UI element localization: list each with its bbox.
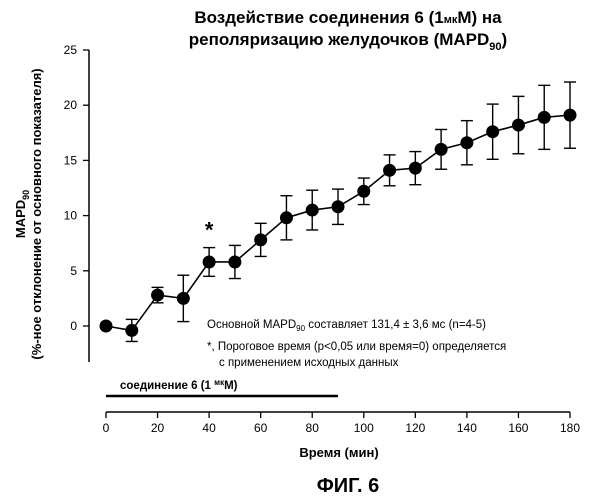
y-tick-label: 15 xyxy=(64,153,78,167)
data-point xyxy=(306,204,319,217)
annotation-line1-prefix: Основной MAPD xyxy=(207,319,296,331)
data-point xyxy=(460,136,473,149)
annotation-line2: *, Пороговое время (p<0,05 или время=0) … xyxy=(207,341,506,353)
significance-asterisk: * xyxy=(205,218,214,243)
data-point xyxy=(280,211,293,224)
y-axis-title-line2: (%-ное отклонение от основного показател… xyxy=(29,68,44,359)
data-point xyxy=(383,164,396,177)
y-tick-label: 0 xyxy=(70,319,77,333)
treatment-label-suffix: M) xyxy=(224,380,238,392)
data-point xyxy=(100,320,113,333)
x-tick-label: 80 xyxy=(306,421,320,435)
data-point xyxy=(564,109,577,122)
data-point xyxy=(254,233,267,246)
data-point xyxy=(125,324,138,337)
x-tick-label: 100 xyxy=(354,421,374,435)
annotation-line1-suffix: составляет 131,4 ± 3,6 мс (n=4-5) xyxy=(305,319,486,331)
data-point xyxy=(409,162,422,175)
data-point xyxy=(228,255,241,268)
data-point xyxy=(486,125,499,138)
figure-label: ФИГ. 6 xyxy=(317,475,380,497)
chart-title-line2-sub: 90 xyxy=(489,41,501,53)
y-axis-title-text: MAPD xyxy=(13,200,28,238)
y-tick-label: 25 xyxy=(64,43,78,57)
chart-title-line2-close: ) xyxy=(502,30,508,49)
treatment-bar-label: соединение 6 (1 мкM) xyxy=(120,378,238,392)
x-tick-label: 20 xyxy=(151,421,165,435)
data-point xyxy=(538,111,551,124)
data-point xyxy=(512,119,525,132)
x-tick-label: 40 xyxy=(202,421,216,435)
data-point xyxy=(435,143,448,156)
x-ticks: 0 20 40 60 80 100 120 140 160 180 xyxy=(103,412,581,435)
data-point xyxy=(357,185,370,198)
chart-title-line2: реполяризацию желудочков (MAPD90) xyxy=(189,30,507,53)
x-tick-label: 60 xyxy=(254,421,268,435)
data-point xyxy=(151,289,164,302)
x-axis-title: Время (мин) xyxy=(299,445,378,460)
annotation-line1: Основной MAPD90 составляет 131,4 ± 3,6 м… xyxy=(207,319,486,333)
annotation-line3: с применением исходных данных xyxy=(219,357,399,369)
error-bars xyxy=(126,82,576,341)
y-tick-label: 10 xyxy=(64,209,78,223)
treatment-label-prefix: соединение 6 (1 xyxy=(120,380,214,392)
x-tick-label: 0 xyxy=(103,421,110,435)
chart-title-line2-text: реполяризацию желудочков (MAPD xyxy=(189,30,490,49)
chart-title-line1: Воздействие соединения 6 (1мкM) на xyxy=(194,8,502,27)
chart-title-suffix: M) на xyxy=(457,8,502,27)
y-tick-label: 20 xyxy=(64,98,78,112)
y-tick-label: 5 xyxy=(70,264,77,278)
x-tick-label: 160 xyxy=(508,421,528,435)
x-tick-label: 180 xyxy=(560,421,580,435)
data-point xyxy=(332,200,345,213)
data-point xyxy=(203,255,216,268)
x-tick-label: 120 xyxy=(405,421,425,435)
data-point xyxy=(177,292,190,305)
chart-title-prefix: Воздействие соединения 6 (1 xyxy=(194,8,443,27)
chart-title-unit: мк xyxy=(444,14,458,26)
x-tick-label: 140 xyxy=(457,421,477,435)
y-ticks: 0 5 10 15 20 25 xyxy=(64,43,89,333)
